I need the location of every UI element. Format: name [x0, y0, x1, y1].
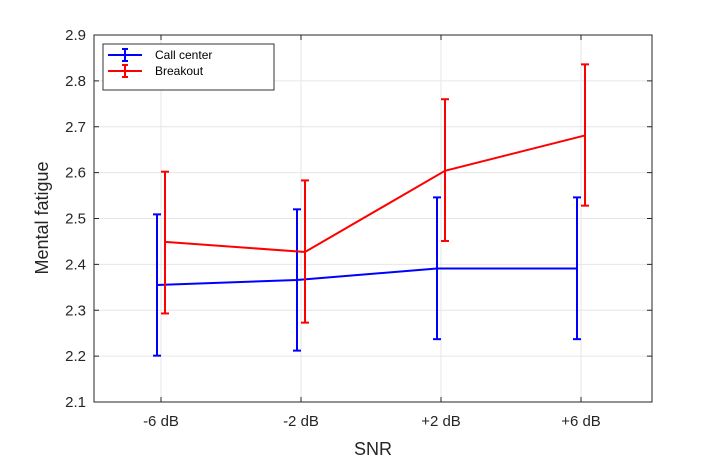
- y-tick-label: 2.9: [65, 27, 86, 44]
- y-tick-label: 2.7: [65, 119, 86, 136]
- y-tick-label: 2.3: [65, 302, 86, 319]
- series-call-center: [153, 196, 581, 357]
- y-tick-label: 2.5: [65, 211, 86, 228]
- series-line: [156, 267, 577, 287]
- legend: Call center Breakout: [102, 43, 275, 91]
- series-breakout: [161, 63, 589, 324]
- x-tick-label: -2 dB: [283, 413, 319, 430]
- legend-label: Call center: [155, 48, 212, 62]
- y-tick-label: 2.1: [65, 394, 86, 411]
- x-axis-label: SNR: [354, 439, 392, 459]
- y-tick-label: 2.8: [65, 73, 86, 90]
- legend-item: Breakout: [108, 64, 204, 78]
- y-tick-label: 2.6: [65, 165, 86, 182]
- series-group: [153, 63, 589, 357]
- x-tick-label: -6 dB: [143, 413, 179, 430]
- y-tick-label: 2.4: [65, 256, 86, 273]
- x-tick-label: +2 dB: [421, 413, 461, 430]
- x-axis: -6 dB -2 dB +2 dB +6 dB: [143, 35, 601, 430]
- legend-box: [102, 43, 275, 91]
- series-line: [164, 134, 586, 254]
- y-tick-label: 2.2: [65, 348, 86, 365]
- y-axis: 2.1 2.2 2.3 2.4 2.5 2.6 2.7 2.8 2.9: [65, 27, 652, 411]
- y-axis-label: Mental fatigue: [32, 161, 52, 274]
- legend-label: Breakout: [155, 64, 204, 78]
- x-tick-label: +6 dB: [561, 413, 601, 430]
- legend-item: Call center: [108, 48, 212, 62]
